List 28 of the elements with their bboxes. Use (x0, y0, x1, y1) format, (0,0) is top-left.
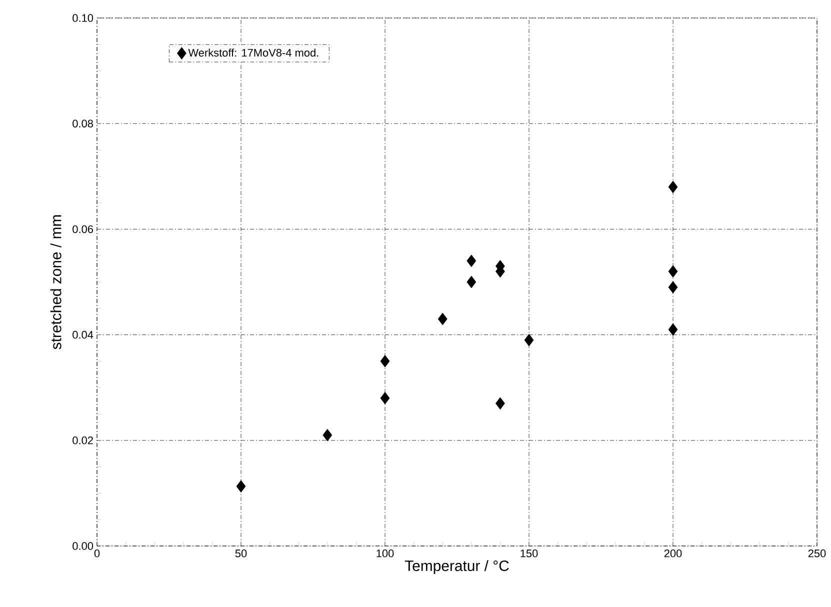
x-tick-label: 0 (94, 550, 100, 558)
y-tick-label: 0.04 (72, 330, 94, 339)
point (496, 397, 505, 410)
point (524, 334, 534, 346)
y-tick-label: 0.06 (72, 225, 93, 234)
y-tick-label: 0.00 (72, 542, 94, 550)
point (668, 323, 678, 336)
y-tick-label: 0.10 (72, 14, 94, 22)
x-axis-title: Temperatur / °C (404, 560, 509, 574)
point (438, 312, 448, 326)
x-tick-label: 50 (235, 550, 247, 558)
point (236, 480, 246, 493)
point (380, 354, 390, 368)
point (466, 276, 476, 288)
y-tick-label: 0.08 (72, 120, 93, 128)
x-tick-label: 100 (376, 550, 394, 558)
x-tick-label: 150 (520, 550, 538, 558)
point (668, 180, 678, 194)
legend-label: Werkstoff: 17MoV8-4 mod. (188, 48, 318, 57)
point (668, 265, 678, 278)
point (322, 428, 332, 442)
point (668, 281, 678, 294)
x-tick-label: 250 (808, 550, 826, 558)
point (380, 392, 390, 404)
x-tick-label: 200 (664, 550, 682, 558)
y-tick-label: 0.02 (72, 436, 93, 444)
y-axis-title: stretched zone / mm (50, 215, 62, 350)
point (466, 254, 476, 268)
